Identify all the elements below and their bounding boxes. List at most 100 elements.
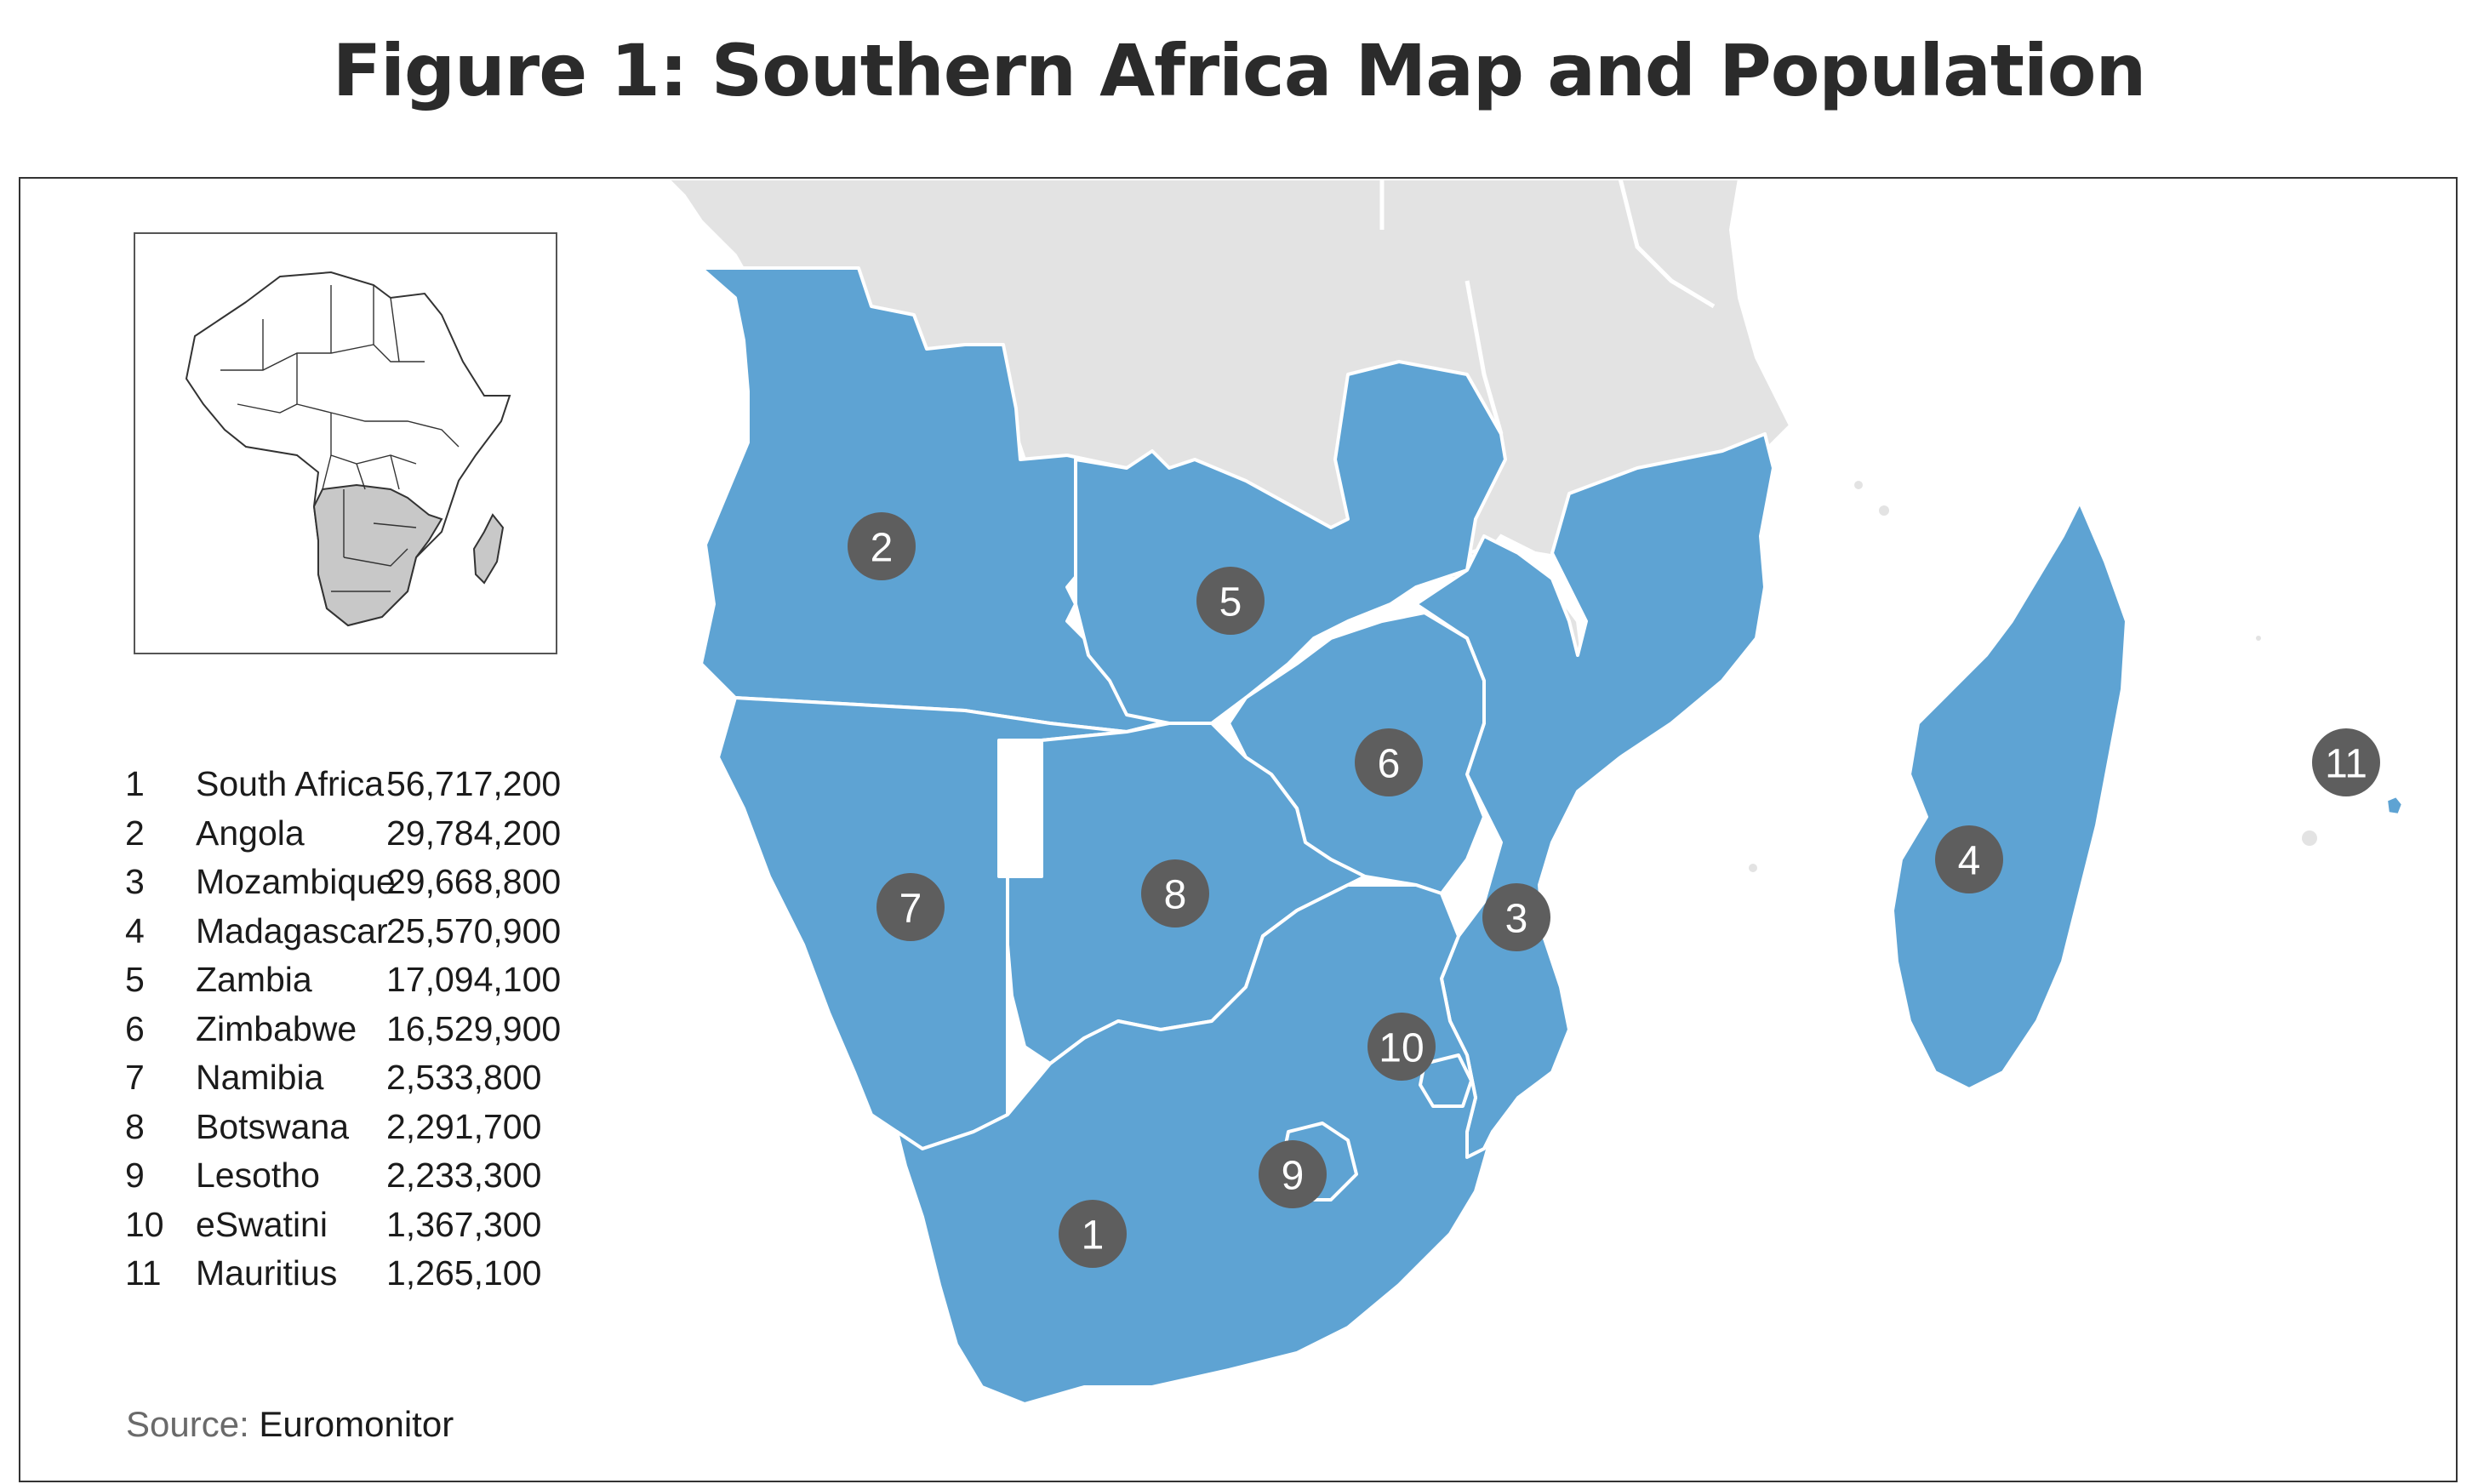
marker-botswana: 8 [1141, 859, 1209, 928]
marker-zimbabwe: 6 [1355, 728, 1423, 796]
legend-number: 3 [125, 862, 145, 901]
marker-namibia: 7 [876, 873, 945, 941]
marker-number: 4 [1958, 839, 1981, 884]
legend-country-name: Mozambique [196, 862, 396, 901]
source-value: Euromonitor [259, 1404, 454, 1444]
marker-number: 6 [1378, 742, 1401, 787]
marker-number: 1 [1082, 1213, 1105, 1259]
legend-country-name: eSwatini [196, 1204, 328, 1244]
legend-population: 1,265,100 [386, 1253, 542, 1293]
legend-number: 8 [125, 1106, 145, 1146]
inset-madagascar [472, 513, 505, 585]
legend-number: 9 [125, 1156, 145, 1195]
legend-population: 56,717,200 [386, 764, 562, 803]
country-madagascar [1891, 500, 2128, 1091]
legend-row: 9 Lesotho 2,233,300 [125, 1151, 721, 1201]
africa-inset-map [134, 232, 557, 654]
island [2302, 830, 2317, 846]
legend-row: 5 Zambia 17,094,100 [125, 956, 721, 1005]
legend-row: 4 Madagascar 25,570,900 [125, 907, 721, 956]
marker-madagascar: 4 [1935, 825, 2003, 893]
legend-row: 3 Mozambique 29,668,800 [125, 858, 721, 907]
legend-population: 17,094,100 [386, 960, 562, 999]
legend-country-name: Mauritius [196, 1253, 338, 1293]
marker-number: 7 [899, 887, 922, 932]
marker-lesotho: 9 [1259, 1140, 1327, 1208]
country-markers: 1 2 3 4 5 6 7 8 9 10 11 [848, 512, 2380, 1268]
legend-number: 7 [125, 1058, 145, 1097]
marker-circle [1355, 728, 1423, 796]
legend-country-name: Botswana [196, 1106, 350, 1146]
legend-number: 4 [125, 910, 145, 950]
marker-angola: 2 [848, 512, 916, 580]
legend-population: 25,570,900 [386, 910, 562, 950]
marker-number: 3 [1505, 897, 1528, 942]
legend-population: 2,533,800 [386, 1058, 542, 1097]
legend-number: 11 [125, 1253, 162, 1293]
island [1854, 481, 1863, 489]
marker-eswatini: 10 [1367, 1013, 1436, 1081]
legend-population: 29,668,800 [386, 862, 562, 901]
legend-country-name: Angola [196, 813, 305, 853]
figure-title: Figure 1: Southern Africa Map and Popula… [332, 29, 2147, 112]
marker-zambia: 5 [1196, 567, 1265, 635]
marker-south-africa: 1 [1059, 1200, 1127, 1268]
legend-country-name: Zambia [196, 960, 312, 999]
legend-row: 2 Angola 29,784,200 [125, 809, 721, 859]
marker-circle [848, 512, 916, 580]
legend-country-name: Lesotho [196, 1156, 320, 1195]
marker-mauritius: 11 [2312, 728, 2380, 796]
population-legend: 1 South Africa 56,717,200 2 Angola 29,784,200… [125, 760, 721, 1298]
southern-africa-map: 1 2 3 4 5 6 7 8 9 10 11 [665, 179, 2405, 1406]
marker-circle [1141, 859, 1209, 928]
southern-africa-highlight [312, 483, 443, 627]
country-south-africa [895, 883, 1494, 1406]
marker-circle [1935, 825, 2003, 893]
legend-population: 1,367,300 [386, 1204, 542, 1244]
small-islands [1749, 481, 2317, 872]
legend-population: 2,291,700 [386, 1106, 542, 1146]
legend-population: 29,784,200 [386, 813, 562, 853]
country-angola [699, 266, 1167, 733]
marker-circle [1059, 1200, 1127, 1268]
legend-number: 2 [125, 813, 145, 853]
inset-borders [220, 285, 460, 592]
marker-circle [2312, 728, 2380, 796]
island [2256, 636, 2261, 641]
island [1879, 505, 1889, 516]
marker-mozambique: 3 [1482, 883, 1550, 951]
source-label: Source: [126, 1404, 249, 1444]
marker-number: 10 [1379, 1026, 1424, 1071]
marker-circle [1259, 1140, 1327, 1208]
marker-circle [1196, 567, 1265, 635]
legend-row: 10 eSwatini 1,367,300 [125, 1201, 721, 1250]
legend-number: 1 [125, 764, 145, 803]
marker-circle [1482, 883, 1550, 951]
legend-number: 6 [125, 1008, 145, 1048]
legend-number: 10 [125, 1204, 164, 1244]
map-frame: 1 2 3 4 5 6 7 8 9 10 11 1 South Africa 56,717,200 2 An… [19, 177, 2458, 1482]
legend-number: 5 [125, 960, 145, 999]
marker-number: 11 [2325, 742, 2367, 787]
legend-row: 1 South Africa 56,717,200 [125, 760, 721, 809]
legend-population: 16,529,900 [386, 1008, 562, 1048]
legend-country-name: Madagascar [196, 910, 388, 950]
marker-number: 5 [1219, 580, 1242, 625]
marker-circle [876, 873, 945, 941]
marker-number: 2 [871, 526, 894, 571]
source-note: Source: Euromonitor [126, 1404, 454, 1445]
marker-circle [1367, 1013, 1436, 1081]
legend-row: 11 Mauritius 1,265,100 [125, 1249, 721, 1298]
legend-country-name: Namibia [196, 1058, 324, 1097]
marker-number: 8 [1164, 873, 1187, 918]
legend-row: 6 Zimbabwe 16,529,900 [125, 1005, 721, 1054]
country-mauritius [2384, 794, 2405, 817]
legend-row: 8 Botswana 2,291,700 [125, 1103, 721, 1152]
island [1749, 864, 1757, 872]
legend-row: 7 Namibia 2,533,800 [125, 1053, 721, 1103]
legend-population: 2,233,300 [386, 1156, 542, 1195]
country-zambia [1074, 360, 1507, 725]
legend-country-name: South Africa [196, 764, 385, 803]
country-eswatini [1419, 1053, 1473, 1108]
marker-number: 9 [1282, 1154, 1305, 1199]
